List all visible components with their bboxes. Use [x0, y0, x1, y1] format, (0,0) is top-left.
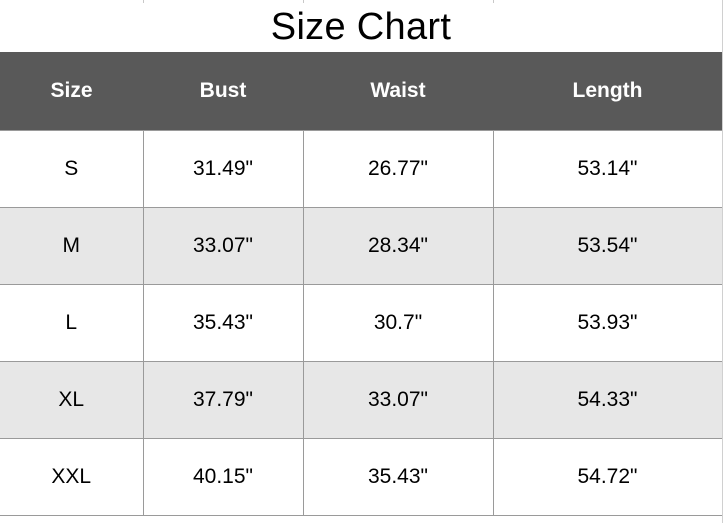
waist-cell: 33.07" — [302, 361, 494, 439]
chart-title: Size Chart — [270, 5, 452, 48]
length-cell: 53.93" — [492, 284, 723, 362]
table-row: M 33.07" 28.34" 53.54" — [0, 207, 723, 285]
bust-cell: 40.15" — [142, 438, 304, 516]
length-cell: 54.33" — [492, 361, 723, 439]
waist-cell: 35.43" — [302, 438, 494, 516]
gridline-tick — [493, 0, 494, 3]
size-cell: S — [0, 130, 144, 208]
gridline-tick — [303, 0, 304, 3]
waist-cell: 28.34" — [302, 207, 494, 285]
table-row: L 35.43" 30.7" 53.93" — [0, 284, 723, 362]
length-cell: 53.14" — [492, 130, 723, 208]
bust-cell: 37.79" — [142, 361, 304, 439]
length-cell: 54.72" — [492, 438, 723, 516]
length-cell: 53.54" — [492, 207, 723, 285]
table-header-row: Size Bust Waist Length — [0, 52, 722, 131]
bust-cell: 35.43" — [142, 284, 304, 362]
bust-cell: 33.07" — [142, 207, 304, 285]
table-row: XL 37.79" 33.07" 54.33" — [0, 361, 723, 439]
column-header-waist: Waist — [303, 52, 493, 131]
size-cell: XL — [0, 361, 144, 439]
sheet-right-edge — [722, 0, 727, 523]
size-cell: XXL — [0, 438, 144, 516]
gridline-tick — [143, 0, 144, 3]
size-cell: M — [0, 207, 144, 285]
bust-cell: 31.49" — [142, 130, 304, 208]
table-row: XXL 40.15" 35.43" 54.72" — [0, 438, 723, 516]
waist-cell: 30.7" — [302, 284, 494, 362]
waist-cell: 26.77" — [302, 130, 494, 208]
column-header-size: Size — [0, 52, 143, 131]
column-header-bust: Bust — [143, 52, 303, 131]
table-row: S 31.49" 26.77" 53.14" — [0, 130, 723, 208]
column-header-length: Length — [493, 52, 722, 131]
size-chart-table: Size Bust Waist Length S 31.49" 26.77" 5… — [0, 52, 723, 516]
size-cell: L — [0, 284, 144, 362]
